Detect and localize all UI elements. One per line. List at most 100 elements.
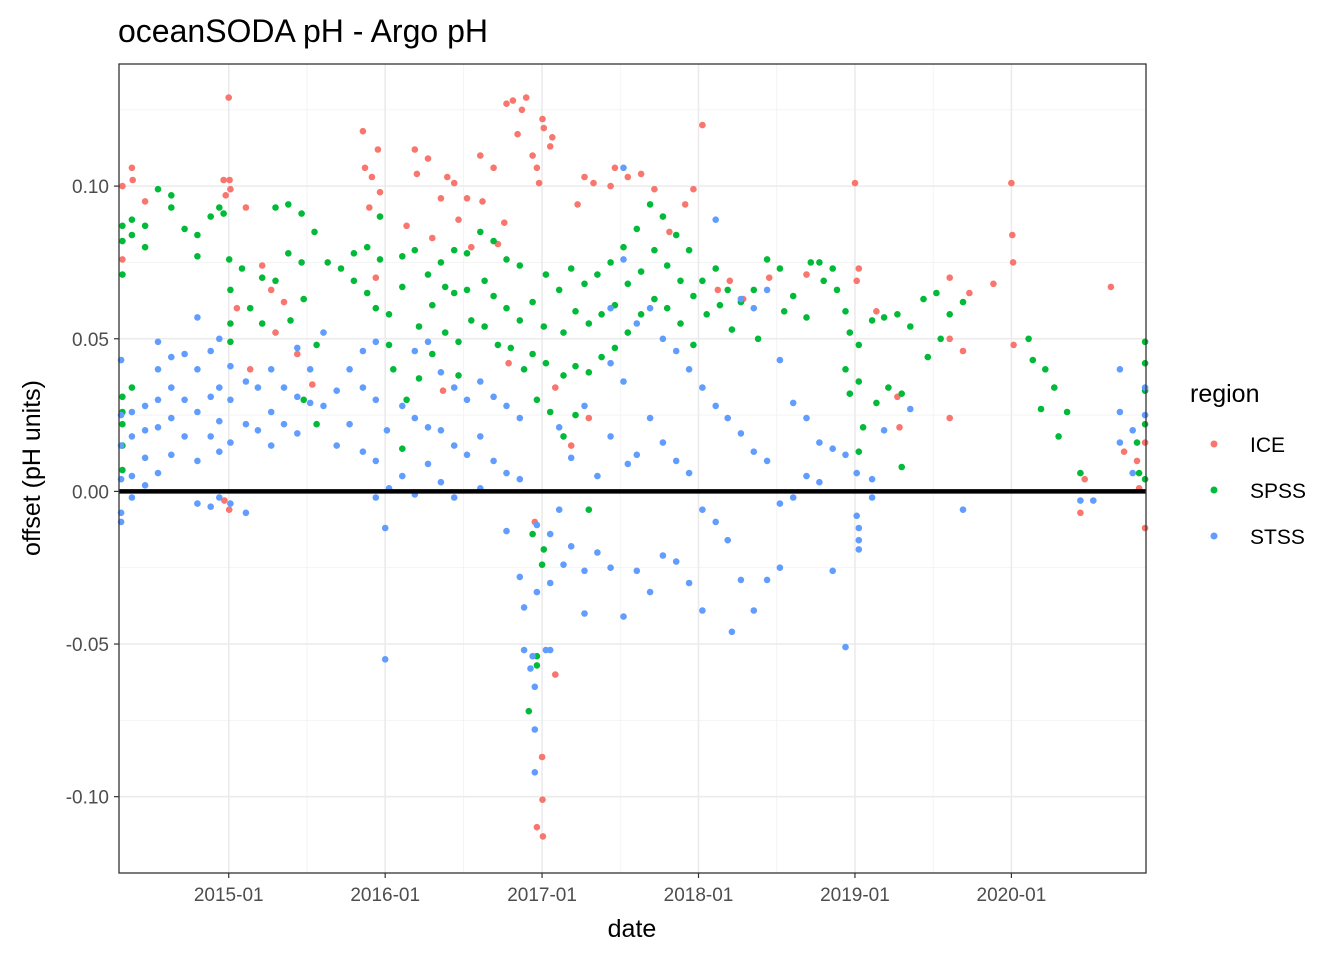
data-point-ice [294,350,301,358]
data-point-spss [119,237,126,245]
data-point-ice [246,366,254,373]
data-point-spss [598,353,605,361]
data-point-spss [337,265,345,272]
data-point-stss [1141,411,1149,419]
data-point-stss [207,433,214,440]
data-point-stss [168,414,175,422]
data-point-spss [659,213,667,220]
data-point-spss [220,210,227,217]
data-point-spss [285,250,292,257]
data-point-stss [750,607,758,614]
data-point-ice [141,198,149,205]
data-point-spss [898,463,905,471]
data-point-ice [851,179,859,187]
data-point-stss [712,518,719,526]
data-point-spss [300,295,308,303]
data-point-stss [333,387,341,395]
data-point-spss [525,707,533,715]
data-point-stss [168,384,175,391]
data-point-stss [560,561,567,568]
data-point-ice [690,185,697,193]
data-point-spss [119,393,126,401]
data-point-stss [207,347,214,355]
data-point-stss [646,588,654,596]
data-point-stss [959,506,967,513]
y-tick-label: -0.10 [66,788,109,809]
data-point-ice [726,277,734,285]
data-point-spss [789,292,797,300]
data-point-spss [920,295,927,303]
data-point-stss [181,396,188,404]
data-point-spss [540,323,548,330]
x-tick-label: 2019-01 [820,885,890,906]
data-point-stss [633,451,641,459]
data-point-stss [789,399,797,407]
data-point-stss [242,420,250,428]
data-point-stss [128,472,136,480]
y-tick-label: 0.00 [72,482,109,503]
data-point-spss [455,372,462,379]
data-point-stss [620,613,627,620]
data-point-ice [518,106,526,114]
data-point-spss [820,277,827,285]
data-point-ice [468,243,475,251]
data-point-stss [567,543,575,550]
data-point-stss [633,320,641,327]
legend: region ICE SPSS STSS [1190,380,1306,549]
data-point-stss [294,344,301,352]
data-point-stss [216,335,223,343]
data-point-spss [207,213,214,220]
data-point-stss [750,448,758,456]
data-point-spss [728,326,736,333]
data-point-spss [677,320,684,327]
data-point-spss [607,259,614,266]
data-point-spss [1037,405,1045,413]
data-point-ice [538,753,546,761]
data-point-stss [181,350,188,358]
data-point-ice [624,173,632,181]
data-point-spss [533,396,541,404]
data-point-stss [1077,497,1084,504]
data-point-stss [450,494,458,501]
data-point-stss [463,451,471,459]
data-point-stss [659,335,667,343]
data-point-ice [590,179,597,187]
data-point-spss [441,329,449,336]
data-point-ice [233,304,241,312]
data-point-spss [885,384,892,391]
data-point-stss [372,457,380,465]
data-point-ice [226,176,233,184]
data-point-spss [855,378,863,385]
data-point-stss [254,384,262,391]
data-point-stss [842,451,849,459]
data-point-ice [361,164,369,172]
data-point-spss [572,308,579,315]
data-point-stss [267,442,275,449]
data-point-spss [481,277,488,285]
data-point-spss [750,286,758,294]
data-point-spss [894,311,901,318]
data-point-stss [776,356,784,364]
data-point-stss [372,338,380,346]
y-axis-title: offset (pH units) [18,380,46,556]
data-point-stss [646,414,654,422]
data-point-stss [516,573,524,581]
data-point-stss [803,472,810,480]
data-point-stss [520,604,528,611]
data-point-spss [880,314,888,321]
data-point-spss [437,259,445,266]
data-point-stss [306,399,314,407]
data-point-spss [227,286,234,294]
data-point-spss [624,280,632,288]
data-point-spss [859,424,867,431]
x-tick-label: 2016-01 [350,885,420,906]
major-gridlines [119,64,1146,873]
data-point-ice [429,234,436,242]
data-point-stss [381,524,389,532]
data-point-stss [503,527,510,535]
data-point-spss [385,311,393,318]
data-point-spss [898,390,905,398]
data-point-ice [1141,524,1149,532]
data-point-spss [181,225,188,233]
data-point-stss [520,646,528,654]
